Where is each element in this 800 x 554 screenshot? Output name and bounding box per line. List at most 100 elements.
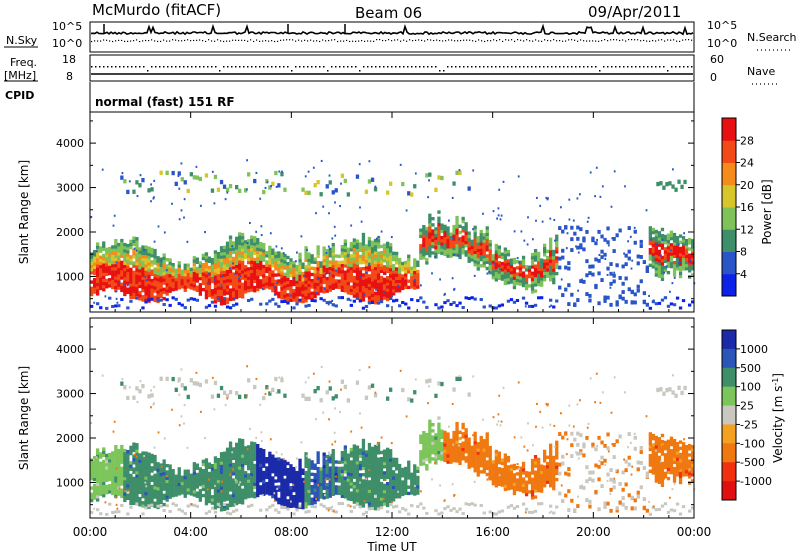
power-cell [361, 254, 366, 258]
velocity-cell [244, 492, 248, 497]
power-cell [419, 296, 423, 300]
power-cell [268, 185, 272, 190]
power-cell [379, 300, 384, 304]
power-cell [509, 258, 514, 262]
power-cell [259, 285, 263, 289]
velocity-cell [280, 464, 284, 469]
power-cell [506, 253, 511, 257]
power-cell [216, 296, 221, 300]
power-cell [289, 298, 293, 302]
power-cell [404, 267, 408, 271]
velocity-cell [192, 471, 196, 475]
velocity-cell [349, 509, 353, 513]
velocity-cell [349, 460, 353, 464]
velocity-cell [277, 500, 281, 505]
power-cell [386, 291, 390, 295]
power-cell [171, 278, 175, 282]
power-cell [395, 276, 399, 280]
velocity-cell [228, 447, 233, 452]
velocity-cell [90, 473, 94, 478]
velocity-cell [228, 453, 233, 458]
power-cell [120, 254, 124, 258]
power-cell [555, 271, 559, 276]
power-cell [319, 264, 323, 268]
power-cell [204, 267, 209, 272]
power-cell [401, 283, 405, 287]
power-cell [691, 264, 695, 268]
power-cell [105, 272, 109, 276]
velocity-cell [141, 491, 145, 496]
velocity-cell [129, 486, 133, 490]
velocity-cell [159, 463, 163, 467]
power-speckle [153, 179, 156, 182]
power-cell [663, 237, 668, 242]
power-cell [416, 269, 420, 274]
noise-search-dot [610, 39, 612, 41]
velocity-cell [364, 497, 369, 501]
nave-dot [367, 66, 369, 68]
power-cell [135, 296, 139, 300]
power-cell [238, 238, 242, 242]
velocity-cell [93, 471, 97, 475]
power-cell [259, 260, 263, 264]
power-cell [280, 293, 284, 297]
power-cell [174, 274, 178, 279]
velocity-cell [313, 488, 317, 492]
power-cell [132, 276, 136, 281]
power-cell [256, 259, 260, 264]
power-cell [340, 260, 344, 264]
power-cell [482, 245, 486, 249]
velocity-cell [407, 463, 411, 468]
power-cell [120, 282, 124, 286]
power-cell [316, 292, 320, 296]
power-cell [355, 174, 360, 179]
power-cell [286, 293, 290, 297]
power-cell [410, 192, 414, 197]
velocity-cell [90, 464, 94, 468]
velocity-cell [114, 460, 118, 464]
power-cell [530, 290, 535, 294]
power-cell [132, 239, 136, 243]
power-cell [355, 286, 360, 290]
velocity-cell [458, 446, 462, 450]
noise-right-tick-bottom: 10^0 [707, 37, 737, 50]
power-cell [509, 261, 514, 266]
power-speckle [363, 294, 366, 297]
velocity-cell [231, 497, 236, 501]
power-cell [389, 264, 393, 269]
power-cell [334, 285, 338, 289]
velocity-cell [443, 430, 447, 435]
velocity-cell [186, 472, 190, 476]
power-cell [340, 279, 344, 283]
power-cell [361, 279, 366, 283]
velocity-cell [153, 501, 157, 505]
power-cell [201, 266, 205, 270]
power-cell [645, 265, 649, 270]
noise-search-dot [661, 39, 663, 41]
velocity-cell [117, 464, 121, 468]
velocity-cell [96, 464, 100, 468]
power-cell [313, 294, 317, 299]
power-cell [250, 297, 254, 301]
velocity-cell [162, 484, 166, 488]
power-cell [238, 247, 242, 252]
power-cell [286, 296, 290, 300]
velocity-cell [280, 506, 284, 510]
power-cell [322, 290, 326, 294]
power-cell [500, 265, 504, 269]
velocity-cell [174, 487, 178, 491]
velocity-cell [361, 497, 366, 502]
power-cell [361, 285, 366, 290]
power-cell [597, 258, 601, 263]
power-cell [518, 260, 523, 264]
noise-search-dot [583, 40, 585, 42]
date-title: 09/Apr/2011 [588, 3, 681, 21]
power-cell [168, 286, 172, 290]
power-speckle [259, 197, 262, 200]
power-cell [570, 292, 574, 297]
velocity-cell [386, 450, 390, 455]
power-cell [382, 265, 387, 269]
power-cell [482, 242, 486, 246]
velocity-cell [231, 447, 236, 451]
noise-search-dot [91, 40, 93, 43]
